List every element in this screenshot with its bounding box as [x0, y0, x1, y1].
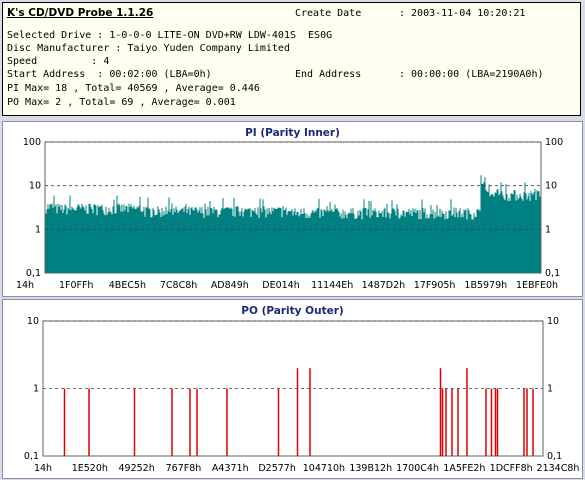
x-tick-label: 1DCFF8h — [490, 463, 533, 474]
selected-drive-line: Selected Drive : 1-0-0-0 LITE-ON DVD+RW … — [7, 30, 333, 41]
start-address-line: Start Address : 00:02:00 (LBA=0h) — [7, 69, 212, 80]
x-tick-label: 17F905h — [414, 280, 456, 291]
x-tick-label: 14h — [34, 463, 52, 474]
y-tick-label-left: 10 — [27, 316, 39, 327]
y-tick-label-right: 0,1 — [545, 268, 560, 279]
x-tick-label: 49252h — [119, 463, 155, 474]
x-tick-label: D2577h — [258, 463, 296, 474]
y-tick-label-right: 1 — [545, 224, 551, 235]
pi-chart-panel: PI (Parity Inner) 0,1 0,1 1 1 10 10 100 100 14h 1F… — [2, 121, 583, 297]
x-tick-label: 1700C4h — [396, 463, 439, 474]
y-tick-label-left: 100 — [23, 137, 41, 148]
y-tick-label-left: 0,1 — [26, 268, 41, 279]
x-tick-label: 1F0FFh — [59, 280, 94, 291]
x-tick-label: 7C8C8h — [160, 280, 197, 291]
y-tick-label-left: 10 — [29, 181, 41, 192]
x-tick-label: 1487D2h — [362, 280, 406, 291]
y-tick-label-left: 0,1 — [24, 451, 39, 462]
y-tick-label-left: 1 — [33, 384, 39, 395]
create-date-label: Create Date — [295, 8, 362, 19]
disc-info-panel: K's CD/DVD Probe 1.1.26 Create Date : 20… — [2, 2, 581, 116]
x-tick-label: 104710h — [303, 463, 345, 474]
x-tick-label: 1E520h — [72, 463, 108, 474]
x-tick-label: 1B5979h — [464, 280, 507, 291]
y-tick-label-right: 10 — [547, 316, 559, 327]
y-tick-label-right: 10 — [545, 181, 557, 192]
chart-title: PI (Parity Inner) — [245, 127, 340, 139]
x-tick-label: 4BEC5h — [109, 280, 146, 291]
x-tick-label: DE014h — [262, 280, 299, 291]
create-date-value: : 2003-11-04 10:20:21 — [399, 8, 526, 19]
y-tick-label-left: 1 — [35, 224, 41, 235]
speed-line: Speed : 4 — [7, 56, 110, 67]
end-address-label: End Address — [295, 69, 362, 80]
x-tick-label: 11144Eh — [311, 280, 353, 291]
x-tick-label: 2134C8h — [537, 463, 580, 474]
x-tick-label: 1EBFE0h — [516, 280, 558, 291]
y-tick-label-right: 100 — [545, 137, 563, 148]
x-tick-label: 14h — [16, 280, 34, 291]
y-tick-label-right: 1 — [547, 384, 553, 395]
app-title: K's CD/DVD Probe 1.1.26 — [7, 7, 154, 19]
disc-manufacturer-line: Disc Manufacturer : Taiyo Yuden Company … — [7, 43, 290, 54]
x-tick-label: 139B12h — [349, 463, 392, 474]
po-summary-line: PO Max= 2 , Total= 69 , Average= 0.001 — [7, 97, 236, 108]
x-tick-label: 1A5FE2h — [443, 463, 485, 474]
po-chart: PO (Parity Outer) 0,1 0,1 1 1 10 10 14h 1E520h 49… — [24, 305, 580, 474]
pi-summary-line: PI Max= 18 , Total= 40569 , Average= 0.4… — [7, 83, 260, 94]
end-address-value: : 00:00:00 (LBA=2190A0h) — [399, 69, 544, 80]
pi-chart: PI (Parity Inner) 0,1 0,1 1 1 10 10 100 100 14h 1F… — [16, 127, 563, 291]
x-tick-label: 767F8h — [166, 463, 202, 474]
po-chart-panel: PO (Parity Outer) 0,1 0,1 1 1 10 10 14h 1E520h 49… — [2, 299, 583, 479]
x-tick-label: A4371h — [212, 463, 249, 474]
x-tick-label: AD849h — [211, 280, 249, 291]
y-tick-label-right: 0,1 — [547, 451, 562, 462]
chart-title: PO (Parity Outer) — [241, 305, 343, 317]
